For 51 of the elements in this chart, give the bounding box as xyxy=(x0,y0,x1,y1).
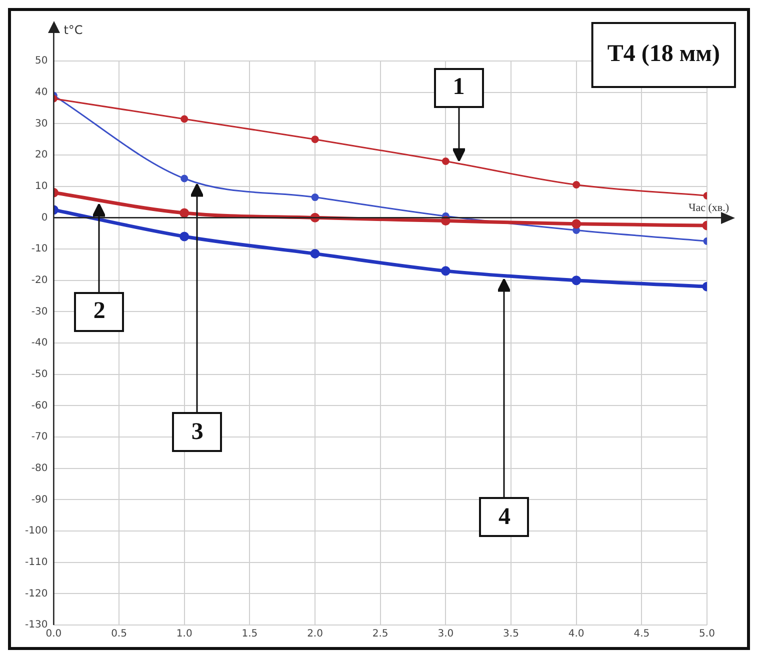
point xyxy=(180,115,188,123)
y-tick-label: -20 xyxy=(31,274,48,286)
x-tick-label: 5.0 xyxy=(699,628,715,640)
x-tick-label: 3.5 xyxy=(503,628,519,640)
point xyxy=(310,212,320,222)
y-axis-title: t°C xyxy=(64,23,83,38)
y-tick-label: -50 xyxy=(31,368,48,380)
point xyxy=(442,158,450,166)
y-tick-label: -120 xyxy=(24,588,48,600)
x-tick-label: 2.5 xyxy=(372,628,388,640)
x-tick-label: 4.5 xyxy=(634,628,650,640)
y-tick-label: -40 xyxy=(31,338,48,349)
x-tick-label: 3.0 xyxy=(438,628,454,640)
y-tick-label: -30 xyxy=(31,306,48,318)
y-tick-label: -130 xyxy=(24,620,48,631)
callout: 3 xyxy=(172,184,222,452)
y-tick-label: -60 xyxy=(31,400,48,412)
chart-title: T4 (18 мм) xyxy=(607,41,720,68)
point xyxy=(311,136,319,144)
point xyxy=(180,232,190,242)
point xyxy=(572,276,582,286)
point xyxy=(180,174,188,182)
y-tick-label: -10 xyxy=(31,244,48,255)
callout: 1 xyxy=(434,68,484,161)
callout: 2 xyxy=(74,204,124,332)
x-tick-label: 1.5 xyxy=(242,628,258,640)
point xyxy=(572,219,582,229)
y-tick-label: -70 xyxy=(31,432,48,443)
y-tick-label: 50 xyxy=(34,56,48,67)
point xyxy=(440,216,450,226)
point xyxy=(440,266,450,276)
x-tick-label: 0.0 xyxy=(46,628,62,640)
y-tick-label: -100 xyxy=(24,526,48,537)
y-tick-label: -90 xyxy=(31,494,48,506)
point xyxy=(180,208,190,218)
y-tick-label: 30 xyxy=(34,118,48,130)
point xyxy=(311,194,319,202)
x-tick-label: 1.0 xyxy=(176,628,192,640)
y-tick-label: 0 xyxy=(41,212,48,224)
callout: 4 xyxy=(479,279,530,538)
x-tick-label: 2.0 xyxy=(307,628,323,640)
point xyxy=(310,248,320,258)
y-tick-label: 10 xyxy=(34,180,48,192)
x-tick-label: 0.5 xyxy=(111,628,127,640)
y-tick-label: 20 xyxy=(34,150,48,161)
point xyxy=(572,181,580,189)
y-tick-label: 40 xyxy=(34,86,48,98)
x-axis-title: Час (хв.) xyxy=(688,202,730,214)
y-tick-label: -80 xyxy=(31,462,48,474)
y-tick-label: -110 xyxy=(24,556,48,568)
x-tick-label: 4.0 xyxy=(568,628,584,640)
